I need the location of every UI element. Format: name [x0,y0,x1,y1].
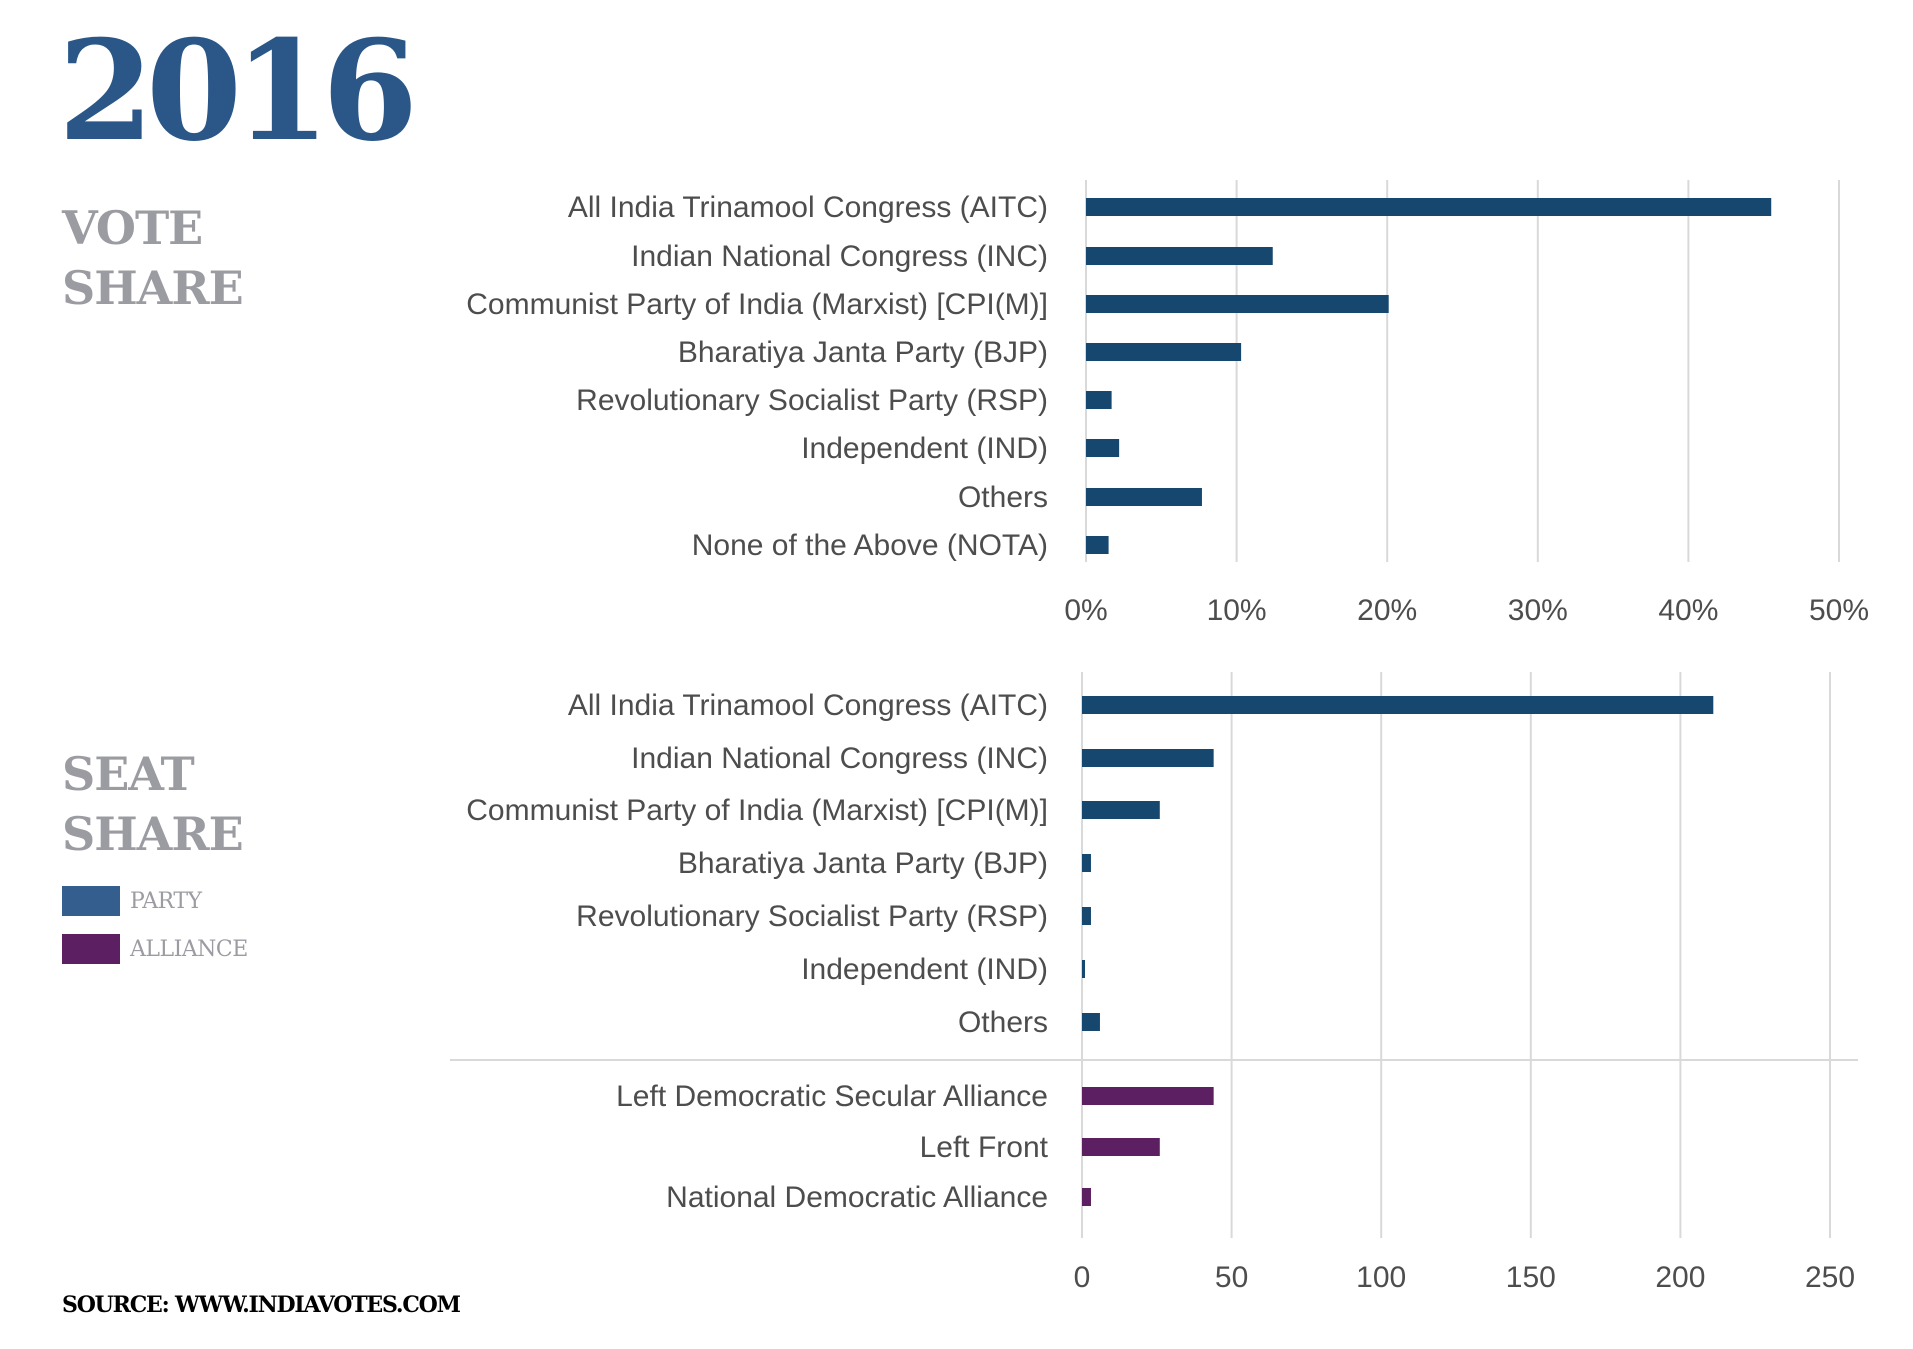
vote-bar-independent-ind [1086,439,1120,457]
legend-alliance-label: ALLIANCE [130,936,248,962]
seat-bar-communist-party-of-india-marxist-cpi-m [1082,801,1160,819]
vote-label-independent-ind: Independent (IND) [801,432,1048,465]
seat-x-tick-label: 100 [1356,1261,1406,1294]
seat-bar-independent-ind [1082,960,1085,978]
vote-label-others: Others [958,481,1048,514]
vote-label-all-india-trinamool-congress-aitc: All India Trinamool Congress (AITC) [568,191,1048,224]
source-note: SOURCE: WWW.INDIAVOTES.COM [62,1292,461,1318]
seat-bar-all-india-trinamool-congress-aitc [1082,696,1714,714]
legend-alliance-swatch [62,934,120,964]
seat-x-tick-label: 150 [1506,1261,1556,1294]
seat-bar-others [1082,1013,1100,1031]
vote-share-title: VOTE SHARE [62,198,244,318]
seat-x-tick-label: 50 [1215,1261,1248,1294]
vote-label-revolutionary-socialist-party-rsp: Revolutionary Socialist Party (RSP) [576,384,1048,417]
seat-alliance-bar-left-front [1082,1138,1160,1156]
seat-alliance-bar-left-democratic-secular-alliance [1082,1087,1214,1105]
seat-label-others: Others [958,1006,1048,1039]
seat-label-indian-national-congress-inc: Indian National Congress (INC) [631,742,1048,775]
seat-bar-revolutionary-socialist-party-rsp [1082,907,1091,925]
vote-label-none-of-the-above-nota: None of the Above (NOTA) [692,529,1048,562]
seat-label-bharatiya-janta-party-bjp: Bharatiya Janta Party (BJP) [678,847,1048,880]
seat-label-all-india-trinamool-congress-aitc: All India Trinamool Congress (AITC) [568,689,1048,722]
seat-label-revolutionary-socialist-party-rsp: Revolutionary Socialist Party (RSP) [576,900,1048,933]
seat-label-left-democratic-secular-alliance: Left Democratic Secular Alliance [616,1080,1048,1113]
legend-alliance: ALLIANCE [62,934,248,964]
legend-party: PARTY [62,886,202,916]
vote-label-bharatiya-janta-party-bjp: Bharatiya Janta Party (BJP) [678,336,1048,369]
seat-share-title-line2: SHARE [62,807,244,861]
legend-party-label: PARTY [130,888,202,914]
vote-share-title-line2: SHARE [62,261,244,315]
seat-label-communist-party-of-india-marxist-cpi-m: Communist Party of India (Marxist) [CPI(… [466,794,1048,827]
vote-bar-bharatiya-janta-party-bjp [1086,343,1242,361]
vote-label-communist-party-of-india-marxist-cpi-m: Communist Party of India (Marxist) [CPI(… [466,288,1048,321]
seat-x-tick-label: 0 [1074,1261,1091,1294]
vote-x-tick-label: 40% [1658,594,1718,627]
vote-bar-all-india-trinamool-congress-aitc [1086,198,1772,216]
vote-bar-communist-party-of-india-marxist-cpi-m [1086,295,1389,313]
vote-bar-indian-national-congress-inc [1086,247,1273,265]
vote-x-tick-label: 30% [1508,594,1568,627]
seat-bar-indian-national-congress-inc [1082,749,1214,767]
vote-bar-revolutionary-socialist-party-rsp [1086,391,1112,409]
vote-x-tick-label: 50% [1809,594,1869,627]
seat-label-independent-ind: Independent (IND) [801,953,1048,986]
seat-share-title: SEAT SHARE [62,744,244,864]
seat-label-national-democratic-alliance: National Democratic Alliance [666,1181,1048,1214]
vote-share-title-line1: VOTE [62,201,203,255]
vote-label-indian-national-congress-inc: Indian National Congress (INC) [631,240,1048,273]
legend-party-swatch [62,886,120,916]
vote-bar-none-of-the-above-nota [1086,536,1109,554]
seat-share-title-line1: SEAT [62,747,195,801]
year-title: 2016 [58,9,418,172]
vote-bar-others [1086,488,1202,506]
seat-alliance-bar-national-democratic-alliance [1082,1188,1091,1206]
vote-x-tick-label: 10% [1207,594,1267,627]
seat-label-left-front: Left Front [920,1131,1049,1164]
vote-x-tick-label: 0% [1064,594,1107,627]
seat-bar-bharatiya-janta-party-bjp [1082,854,1091,872]
seat-x-tick-label: 250 [1805,1261,1855,1294]
vote-x-tick-label: 20% [1357,594,1417,627]
seat-x-tick-label: 200 [1655,1261,1705,1294]
